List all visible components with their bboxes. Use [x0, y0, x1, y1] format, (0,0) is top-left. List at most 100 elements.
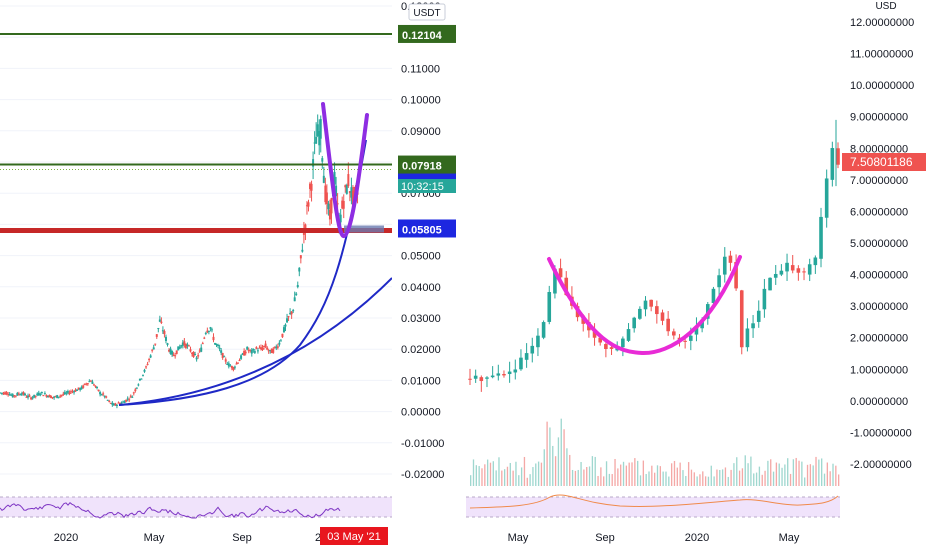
- right-volume-bar: [620, 464, 622, 486]
- left-candle-body: [82, 385, 85, 388]
- left-candle-body: [229, 365, 232, 367]
- left-candle-body: [322, 175, 325, 183]
- left-candle-body: [263, 345, 266, 347]
- left-candle-body: [135, 387, 138, 389]
- left-currency-box: [408, 3, 446, 21]
- left-candle-body: [186, 344, 189, 347]
- right-candles: [468, 119, 840, 392]
- left-candle-body: [28, 395, 31, 397]
- left-candle-body: [39, 394, 42, 396]
- left-candle-body: [212, 336, 215, 341]
- right-candle-body: [502, 374, 506, 376]
- right-volume-bar: [821, 458, 823, 486]
- left-candle-body: [181, 342, 184, 346]
- left-rsi-pane: [0, 496, 392, 519]
- right-volume-bar: [535, 463, 537, 486]
- left-candle-body: [16, 393, 19, 396]
- left-candle-body: [114, 403, 117, 406]
- left-candle-body: [106, 399, 109, 401]
- left-candle-body: [134, 389, 137, 392]
- right-candle-body: [672, 331, 676, 336]
- right-volume-bar: [577, 469, 579, 486]
- left-candle-body: [111, 402, 114, 405]
- right-volume-bar: [515, 461, 517, 486]
- right-candle-body: [649, 299, 653, 307]
- left-candle-body: [80, 386, 83, 389]
- right-candle-body: [643, 300, 648, 310]
- left-candle-body: [210, 329, 213, 331]
- right-volume-bar: [603, 476, 605, 486]
- left-candle-body: [54, 396, 57, 398]
- right-volume-bar: [798, 460, 800, 486]
- left-candle-body: [304, 224, 307, 231]
- left-candle-body: [60, 394, 63, 396]
- right-volume-bar: [736, 457, 738, 486]
- right-volume-bar: [713, 476, 715, 486]
- right-volume-bar: [591, 456, 594, 486]
- left-candle-body: [310, 183, 313, 191]
- left-candle-body: [230, 365, 233, 369]
- left-y-tick-label: 0.05000: [401, 251, 441, 263]
- left-candle-body: [184, 343, 187, 348]
- left-candle-body: [220, 350, 223, 353]
- current-resistance-tag: 0.07918: [402, 161, 442, 173]
- right-volume-bar: [569, 454, 571, 486]
- left-candle-body: [141, 374, 144, 376]
- right-volume-bars: [470, 418, 840, 486]
- right-osc-line: [469, 494, 839, 509]
- right-volume-bar: [770, 459, 772, 486]
- right-volume-bar: [696, 476, 698, 486]
- left-candle-body: [333, 171, 336, 185]
- left-candle-body: [8, 394, 11, 396]
- left-y-tick-label: 0.09000: [401, 126, 441, 138]
- left-candle-body: [319, 119, 322, 139]
- left-candle-body: [226, 363, 229, 365]
- right-y-tick-label: 12.00000000: [850, 17, 914, 29]
- left-candle-body: [117, 402, 120, 404]
- right-volume-bar: [755, 472, 758, 486]
- left-candle-body: [312, 159, 315, 167]
- left-candle-body: [131, 396, 134, 398]
- right-volume-bar: [594, 456, 596, 486]
- left-candle-body: [128, 399, 131, 401]
- left-candle-body: [327, 203, 330, 210]
- right-volume-bar: [693, 472, 695, 486]
- left-candle-body: [345, 184, 348, 194]
- left-y-tick-label: -0.01000: [401, 438, 444, 450]
- left-candle-body: [155, 334, 158, 337]
- right-candle-body: [621, 338, 625, 348]
- right-volume-bar: [801, 461, 803, 486]
- right-y-tick-label: 9.00000000: [850, 112, 908, 124]
- left-candle-body: [77, 387, 80, 390]
- left-candle-body: [223, 356, 226, 358]
- right-volume-bar: [690, 469, 693, 486]
- left-y-tick-label: 0.03000: [401, 313, 441, 325]
- right-y-tick-label: 2.00000000: [850, 333, 908, 345]
- right-volume-bar: [702, 471, 704, 486]
- left-candle-body: [31, 397, 34, 399]
- left-candle-body: [183, 341, 186, 346]
- left-candle-body: [192, 352, 195, 357]
- left-candle-body: [282, 327, 285, 333]
- right-candle-body: [524, 353, 529, 360]
- right-volume-bar: [832, 463, 834, 486]
- left-candle-body: [62, 393, 65, 395]
- left-candle-body: [244, 351, 247, 354]
- left-y-tick-label: 0.11000: [401, 63, 440, 75]
- right-volume-bar: [639, 475, 642, 486]
- right-volume-bar: [651, 465, 653, 486]
- current-resistance-tag-box: [398, 155, 456, 174]
- top-resistance-tag: 0.12104: [402, 30, 443, 42]
- left-candle-body: [270, 348, 273, 354]
- left-candle-body: [336, 203, 339, 205]
- right-volume-bar: [685, 475, 687, 486]
- left-candle-body: [83, 383, 86, 385]
- left-candle-body: [246, 346, 249, 350]
- right-volume-bar: [478, 466, 480, 486]
- left-candles: [0, 114, 359, 409]
- left-candle-body: [105, 396, 108, 398]
- left-candle-body: [148, 359, 151, 361]
- right-volume-bar: [501, 470, 503, 486]
- right-volume-bar: [625, 465, 628, 486]
- right-y-tick-label: 7.00000000: [850, 175, 908, 187]
